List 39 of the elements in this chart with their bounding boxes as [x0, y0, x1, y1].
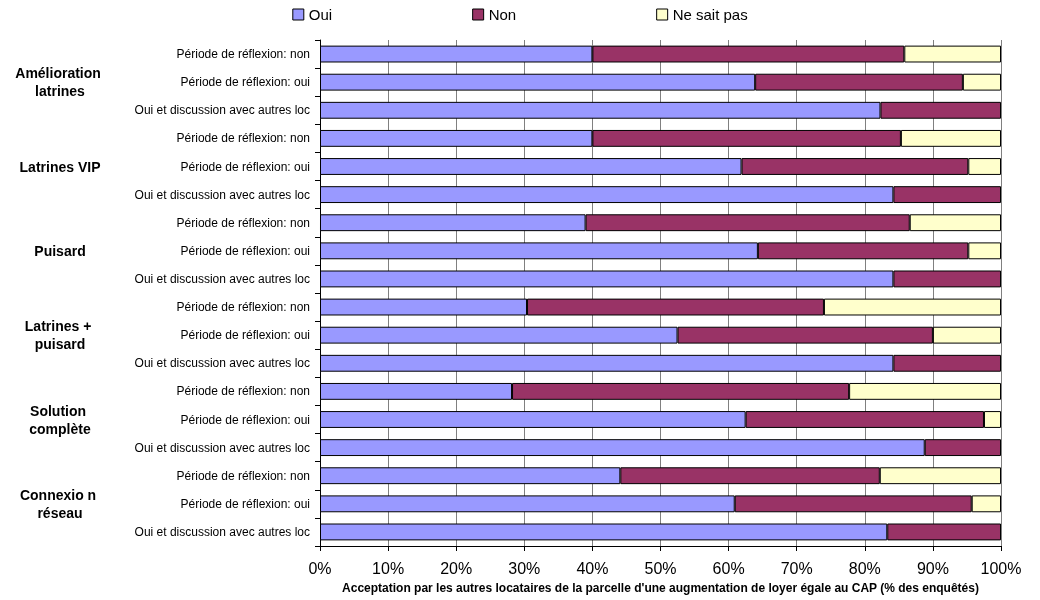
x-tick-label: 90% — [916, 559, 949, 577]
text: Latrines VIP — [19, 158, 101, 175]
y-tick-label: Période de réflexion: non — [176, 384, 310, 399]
y-tick-label: Période de réflexion: oui — [180, 243, 310, 258]
x-tick-label: 50% — [644, 559, 677, 577]
y-tick-label: Oui et discussion avec autres loc — [134, 187, 310, 202]
x-tick-label: 30% — [508, 559, 541, 577]
y-tick-label: Oui et discussion avec autres loc — [134, 440, 310, 455]
y-tick-label: Période de réflexion: non — [176, 468, 310, 483]
legend-label: Oui — [308, 6, 333, 23]
y-tick-label: Période de réflexion: oui — [180, 328, 310, 343]
y-tick-label: Période de réflexion: non — [176, 300, 310, 315]
y-tick-label: Oui et discussion avec autres loc — [134, 356, 310, 371]
y-tick-label: Période de réflexion: oui — [180, 159, 310, 174]
y-tick-label: Période de réflexion: oui — [180, 412, 310, 427]
y-tick-label: Période de réflexion: non — [176, 131, 310, 146]
y-tick-label: Oui et discussion avec autres loc — [134, 271, 310, 286]
y-tick-label: Période de réflexion: non — [176, 215, 310, 230]
x-tick-label: 40% — [576, 559, 609, 577]
y-tick-label: Oui et discussion avec autres loc — [134, 103, 310, 118]
x-tick-label: 20% — [440, 559, 473, 577]
x-tick-label: 100% — [980, 559, 1022, 577]
text: Amélioration latrines — [15, 65, 105, 100]
x-tick-label: 10% — [372, 559, 405, 577]
text: Latrines + puisard — [24, 318, 96, 353]
x-tick-label: 0% — [308, 559, 332, 577]
y-tick-label: Période de réflexion: non — [176, 47, 310, 62]
text: Puisard — [34, 242, 86, 259]
x-tick-label: 80% — [848, 559, 881, 577]
legend-label: Ne sait pas — [672, 6, 748, 23]
x-tick-label: 60% — [712, 559, 745, 577]
y-tick-label: Période de réflexion: oui — [180, 75, 310, 90]
legend-label: Non — [488, 6, 517, 23]
text: Connexio n réseau — [19, 486, 101, 521]
y-tick-label: Oui et discussion avec autres loc — [134, 524, 310, 539]
y-tick-label: Période de réflexion: oui — [180, 496, 310, 511]
x-axis-title: Acceptation par les autres locataires de la parcelle d'une augmentation de loyer égale au CAP (% des enquêtés) — [342, 581, 979, 595]
x-tick-label: 70% — [780, 559, 813, 577]
text: Solution complète — [29, 402, 91, 437]
